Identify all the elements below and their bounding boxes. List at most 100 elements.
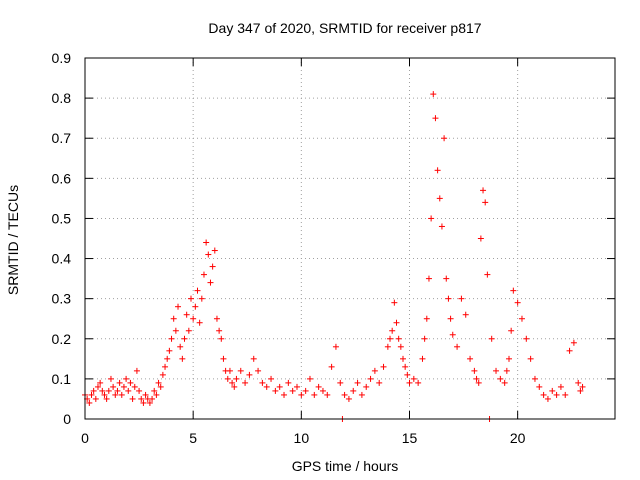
data-point — [477, 235, 484, 242]
data-point — [86, 399, 93, 406]
data-point — [557, 383, 564, 390]
data-point — [125, 387, 132, 394]
data-point — [172, 327, 179, 334]
data-point — [231, 383, 238, 390]
data-point — [207, 279, 214, 286]
chart-title: Day 347 of 2020, SRMTID for receiver p81… — [208, 20, 481, 36]
data-point — [419, 355, 426, 362]
data-points — [82, 91, 586, 422]
data-point — [540, 391, 547, 398]
data-point — [402, 363, 409, 370]
data-point — [395, 335, 402, 342]
data-point — [480, 187, 487, 194]
data-point — [99, 387, 106, 394]
data-point — [179, 355, 186, 362]
y-tick-label: 0.6 — [52, 170, 72, 186]
data-point — [393, 319, 400, 326]
data-point — [384, 343, 391, 350]
data-point — [488, 335, 495, 342]
data-point — [105, 387, 112, 394]
y-axis-label: SRMTID / TECUs — [5, 185, 21, 295]
data-point — [443, 275, 450, 282]
plot-frame — [84, 57, 616, 420]
data-point — [114, 387, 121, 394]
data-point — [90, 387, 97, 394]
data-point — [531, 375, 538, 382]
data-point — [315, 383, 322, 390]
data-point — [458, 295, 465, 302]
data-point — [454, 343, 461, 350]
data-point — [281, 391, 288, 398]
data-point — [501, 379, 508, 386]
data-point — [177, 343, 184, 350]
data-point — [428, 215, 435, 222]
data-point — [425, 275, 432, 282]
data-point — [363, 383, 370, 390]
data-point — [216, 327, 223, 334]
y-tick-label: 0.1 — [52, 371, 72, 387]
data-point — [311, 391, 318, 398]
data-point — [553, 391, 560, 398]
data-point — [142, 391, 149, 398]
data-point — [350, 387, 357, 394]
data-point — [112, 391, 119, 398]
data-point — [155, 379, 162, 386]
data-point — [345, 395, 352, 402]
data-point — [153, 391, 160, 398]
data-point — [566, 347, 573, 354]
data-point — [449, 331, 456, 338]
data-point — [118, 391, 125, 398]
data-point — [423, 315, 430, 322]
data-point — [233, 375, 240, 382]
data-point — [203, 239, 210, 246]
data-point — [168, 335, 175, 342]
data-point — [175, 303, 182, 310]
data-point — [294, 383, 300, 390]
data-point — [162, 363, 169, 370]
x-axis-label: GPS time / hours — [292, 458, 399, 474]
data-point — [123, 375, 130, 382]
data-point — [246, 371, 253, 378]
x-tick-label: 0 — [81, 430, 89, 446]
data-point — [194, 287, 201, 294]
data-point — [324, 391, 331, 398]
data-point — [302, 387, 309, 394]
data-point — [506, 355, 512, 362]
data-point — [518, 315, 525, 322]
data-point — [218, 335, 225, 342]
data-point — [237, 367, 244, 374]
data-point — [484, 271, 491, 278]
data-point — [482, 199, 489, 206]
data-point — [97, 379, 104, 386]
data-point — [159, 371, 166, 378]
data-point — [432, 115, 439, 122]
data-point — [493, 367, 500, 374]
data-point — [146, 399, 153, 406]
data-point — [259, 379, 266, 386]
data-point — [88, 391, 95, 398]
data-point — [328, 363, 335, 370]
data-point — [579, 383, 586, 390]
data-point — [404, 371, 411, 378]
y-tick-label: 0.5 — [52, 210, 72, 226]
data-point — [410, 375, 417, 382]
data-point — [149, 395, 156, 402]
data-point — [406, 379, 413, 386]
data-point — [101, 391, 108, 398]
data-point — [164, 355, 171, 362]
data-point — [562, 391, 569, 398]
data-point — [577, 387, 584, 394]
data-point — [140, 399, 147, 406]
data-point — [473, 375, 480, 382]
data-point — [441, 135, 448, 142]
x-tick-label: 5 — [189, 430, 197, 446]
y-tick-label: 0.9 — [52, 50, 72, 66]
data-point — [380, 363, 387, 370]
y-tick-label: 0.7 — [52, 130, 72, 146]
data-point — [421, 335, 428, 342]
data-point — [514, 299, 521, 306]
data-point — [298, 391, 305, 398]
data-point — [190, 315, 197, 322]
data-point — [510, 287, 517, 294]
data-point — [332, 343, 339, 350]
